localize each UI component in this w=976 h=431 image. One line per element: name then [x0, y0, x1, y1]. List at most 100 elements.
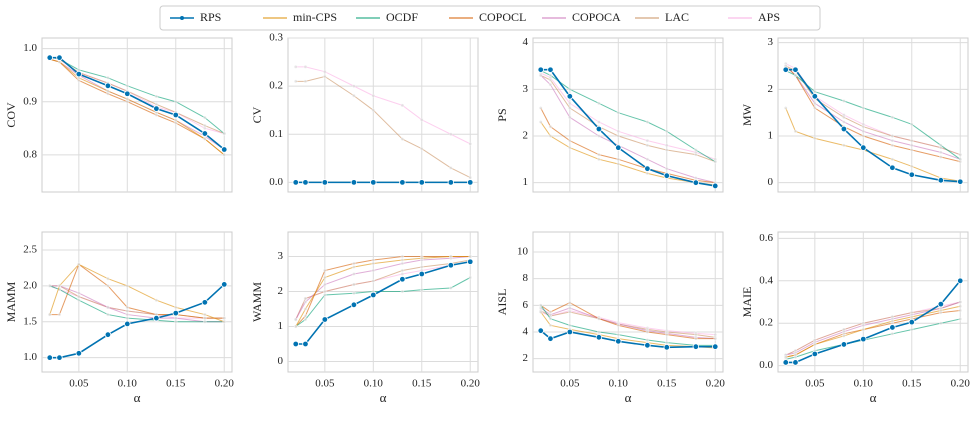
data-point: [371, 279, 376, 283]
data-point: [909, 315, 914, 319]
legend-label: COPOCL: [479, 10, 526, 24]
data-point: [664, 143, 669, 148]
y-tick-label: 2: [523, 130, 529, 142]
data-point: [124, 320, 131, 328]
data-point: [370, 179, 377, 186]
data-point: [813, 106, 817, 110]
data-point: [173, 316, 178, 320]
data-point: [597, 120, 601, 124]
data-point: [939, 150, 943, 155]
data-point: [46, 54, 53, 61]
x-tick-label: 0.15: [902, 378, 922, 390]
data-point: [173, 319, 178, 324]
data-point: [46, 354, 53, 361]
data-point: [538, 120, 543, 124]
data-point: [104, 82, 112, 89]
data-point: [548, 82, 553, 87]
data-point: [616, 110, 621, 115]
data-point: [371, 93, 376, 98]
x-tick-label: 0.10: [118, 378, 138, 390]
data-point: [419, 146, 424, 151]
data-point: [172, 111, 179, 119]
y-tick-label: 4: [523, 326, 529, 338]
data-point: [908, 318, 915, 326]
data-point: [615, 338, 622, 345]
y-tick-label: 2: [768, 83, 774, 95]
data-point: [106, 284, 110, 288]
data-point: [811, 350, 819, 358]
data-point: [201, 130, 209, 137]
y-tick-label: 0.0: [759, 359, 773, 371]
plot-area: [777, 37, 969, 193]
data-point: [957, 277, 964, 284]
data-point: [597, 101, 601, 106]
data-point: [321, 179, 329, 186]
x-tick-label: 0.05: [805, 378, 825, 390]
data-point: [538, 73, 543, 78]
data-point: [173, 305, 178, 310]
data-point: [538, 303, 543, 308]
data-point: [663, 172, 670, 179]
data-point: [861, 323, 866, 328]
y-tick-label: 0: [278, 355, 284, 367]
data-point: [793, 73, 798, 78]
data-point: [419, 265, 424, 269]
data-point: [566, 93, 574, 100]
data-point: [303, 65, 308, 69]
data-point: [106, 276, 110, 281]
data-point: [616, 323, 621, 328]
data-point: [303, 79, 308, 84]
data-point: [568, 106, 572, 110]
data-point: [813, 342, 817, 347]
data-point: [842, 99, 846, 103]
y-tick-label: 0.0: [269, 176, 283, 188]
data-point: [352, 93, 356, 98]
data-point: [597, 134, 601, 138]
data-point: [615, 144, 622, 151]
data-point: [937, 300, 945, 308]
data-point: [861, 327, 866, 332]
data-point: [890, 332, 895, 336]
data-point: [958, 152, 963, 157]
data-point: [172, 309, 179, 317]
data-point: [302, 179, 309, 186]
y-tick-label: 1.0: [23, 42, 37, 54]
data-point: [645, 138, 650, 143]
data-point: [568, 145, 572, 150]
x-tick-label: 0.10: [854, 378, 874, 390]
data-point: [125, 305, 130, 310]
data-point: [861, 124, 866, 129]
data-point: [302, 340, 309, 348]
data-point: [782, 359, 789, 366]
data-point: [352, 265, 356, 269]
data-point: [616, 162, 621, 166]
data-point: [909, 143, 914, 148]
legend-label: COPOCA: [572, 10, 621, 24]
y-tick-label: 0.8: [23, 148, 37, 160]
data-point: [400, 254, 405, 259]
plot-area: [41, 231, 233, 373]
data-point: [597, 157, 601, 162]
data-point: [538, 310, 543, 314]
data-point: [418, 270, 425, 278]
data-point: [958, 304, 963, 309]
data-point: [400, 289, 405, 294]
y-tick-label: 3: [523, 83, 529, 95]
data-point: [939, 143, 943, 148]
data-point: [713, 159, 718, 164]
data-point: [909, 327, 914, 332]
data-point: [77, 294, 81, 299]
y-tick-label: 10: [517, 246, 529, 258]
data-point: [303, 307, 308, 311]
data-point: [154, 94, 159, 99]
y-axis-label: COV: [4, 102, 18, 128]
y-tick-label: 0.2: [759, 317, 773, 329]
data-point: [861, 129, 866, 134]
data-point: [713, 336, 718, 341]
x-tick-label: 0.05: [560, 378, 580, 390]
data-point: [293, 324, 298, 329]
data-point: [371, 258, 376, 262]
data-point: [222, 153, 227, 157]
data-point: [547, 66, 554, 73]
data-point: [890, 115, 895, 120]
